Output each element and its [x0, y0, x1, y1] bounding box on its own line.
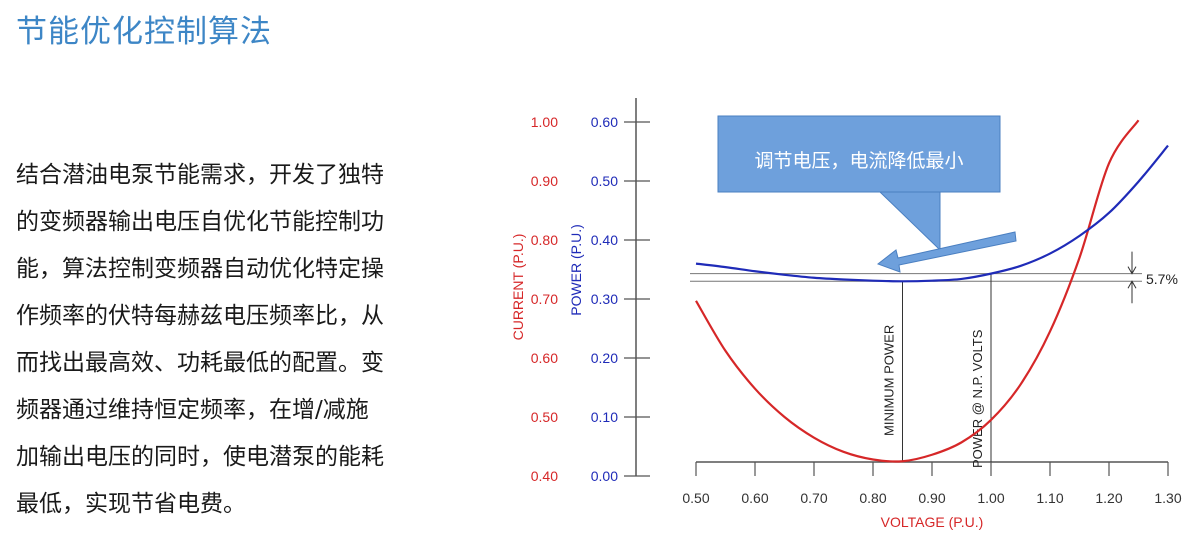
- x-tick-label: 0.60: [741, 490, 768, 506]
- y-tick-label-power: 0.10: [591, 409, 618, 425]
- y-tick-label-current: 0.90: [531, 173, 558, 189]
- y-tick-label-power: 0.40: [591, 232, 618, 248]
- x-tick-label: 1.20: [1095, 490, 1122, 506]
- x-tick-label: 0.70: [800, 490, 827, 506]
- y-axis-title-current: CURRENT (P.U.): [510, 234, 526, 341]
- paragraph-line: 结合潜油电泵节能需求，开发了独特: [16, 162, 384, 188]
- paragraph-line: 频器通过维持恒定频率，在增/减施: [16, 397, 369, 423]
- y-tick-label-current: 0.60: [531, 350, 558, 366]
- y-tick-label-power: 0.30: [591, 291, 618, 307]
- paragraph-line: 能，算法控制变频器自动优化特定操: [16, 256, 384, 282]
- y-tick-label-current: 0.70: [531, 291, 558, 307]
- np-volts-label: POWER @ N.P. VOLTS: [970, 329, 985, 468]
- y-tick-label-power: 0.60: [591, 114, 618, 130]
- x-tick-label: 1.10: [1036, 490, 1063, 506]
- y-tick-label-power: 0.20: [591, 350, 618, 366]
- current-series-line: [695, 119, 1140, 463]
- callout-box: [717, 115, 1001, 193]
- y-tick-label-current: 0.80: [531, 232, 558, 248]
- paragraph-line: 加输出电压的同时，使电潜泵的能耗: [16, 444, 384, 470]
- difference-label: 5.7%: [1146, 271, 1178, 287]
- paragraph-line: 的变频器输出电压自优化节能控制功: [16, 209, 384, 235]
- paragraph-line: 最低，实现节省电费。: [16, 491, 246, 517]
- x-tick-label: 1.30: [1154, 490, 1181, 506]
- x-tick-label: 0.80: [859, 490, 886, 506]
- x-tick-label: 0.90: [918, 490, 945, 506]
- y-axis-title-power: POWER (P.U.): [568, 224, 584, 316]
- difference-arrowhead-top: [1127, 266, 1137, 275]
- x-tick-label: 0.50: [682, 490, 709, 506]
- power-series-line: [695, 144, 1169, 283]
- callout-arrow: [876, 231, 1017, 273]
- y-tick-label-current: 1.00: [531, 114, 558, 130]
- callout-pointer: [878, 191, 941, 252]
- paragraph-line: 而找出最高效、功耗最低的配置。变: [16, 350, 384, 376]
- page-title: 节能优化控制算法: [16, 14, 272, 50]
- y-tick-label-current: 0.50: [531, 409, 558, 425]
- y-tick-label-power: 0.00: [591, 468, 618, 484]
- y-tick-label-power: 0.50: [591, 173, 618, 189]
- y-tick-label-current: 0.40: [531, 468, 558, 484]
- difference-arrowhead-bottom: [1127, 280, 1137, 289]
- x-tick-label: 1.00: [977, 490, 1004, 506]
- callout-text: 调节电压，电流降低最小: [754, 149, 964, 172]
- paragraph-line: 作频率的伏特每赫兹电压频率比，从: [16, 303, 384, 329]
- description-paragraph: 结合潜油电泵节能需求，开发了独特 的变频器输出电压自优化节能控制功 能，算法控制…: [16, 152, 446, 528]
- minimum-power-label: MINIMUM POWER: [882, 325, 897, 436]
- x-axis-title: VOLTAGE (P.U.): [881, 514, 984, 530]
